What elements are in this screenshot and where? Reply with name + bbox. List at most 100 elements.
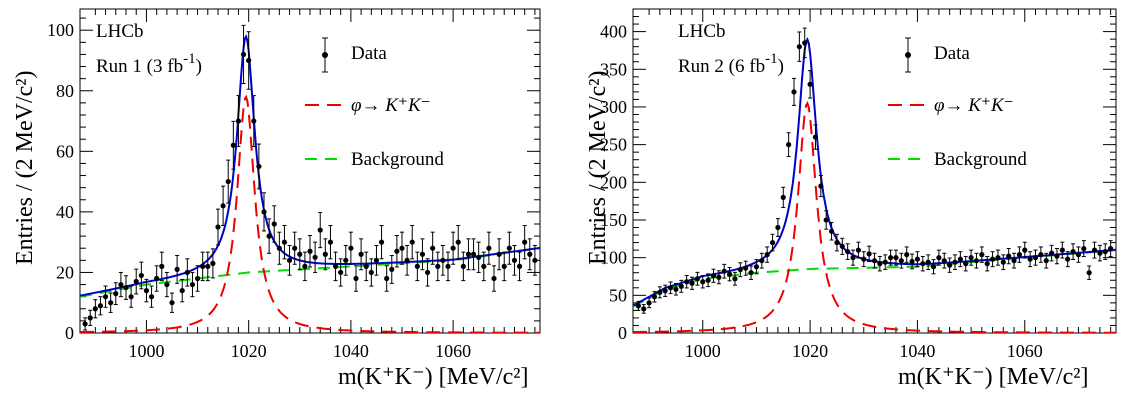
data-point [353, 275, 359, 282]
data-point [409, 239, 415, 245]
x-axis-label: m(K⁺K⁻) [MeV/c²] [338, 364, 529, 390]
data-point [759, 258, 765, 264]
data-point [225, 178, 231, 185]
experiment-label: LHCb [678, 21, 726, 42]
y-tick-label: 0 [618, 323, 627, 343]
data-point [968, 255, 974, 261]
chart-panel-run2: 1000 1020 1040 1060 0 50 100 150 200 250 300 350 400… [563, 0, 1123, 390]
x-tick-label: 1000 [685, 341, 721, 361]
data-point [1102, 249, 1108, 255]
experiment-label: LHCb [96, 21, 144, 42]
signal-curve [80, 94, 540, 333]
data-point [727, 271, 733, 277]
data-point [271, 221, 277, 227]
data-point [338, 269, 344, 276]
data-point [102, 294, 109, 300]
data-point [108, 300, 114, 306]
data-point [941, 258, 947, 264]
data-point [123, 284, 129, 291]
data-point [700, 279, 706, 285]
data-point [823, 217, 829, 223]
data-point [882, 259, 888, 265]
data-point [861, 256, 867, 262]
data-point [662, 288, 668, 294]
y-axis-label: Entries / (2 MeV/c²) [585, 70, 611, 265]
data-point [179, 288, 185, 294]
data-point [97, 303, 104, 309]
y-tick-label: 60 [56, 141, 74, 161]
data-point [936, 255, 942, 261]
legend-background-label: Background [934, 149, 1027, 170]
data-point [92, 306, 98, 312]
data-point [460, 263, 466, 269]
legend-signal-label: φ→ K⁺K⁻ [351, 95, 431, 116]
data-point [445, 263, 451, 269]
data-point [527, 251, 533, 257]
data-point [169, 300, 175, 306]
data-point [1022, 247, 1028, 253]
data-point [1097, 250, 1103, 256]
data-point [737, 267, 743, 273]
data-point [302, 263, 308, 269]
data-point [828, 228, 835, 234]
data-point [476, 254, 482, 260]
y-tick-label: 400 [600, 22, 627, 42]
data-point [753, 264, 760, 270]
data-point [358, 251, 364, 257]
data-point [694, 276, 700, 282]
data-point [322, 251, 328, 257]
data-point [246, 57, 252, 64]
x-axis-label: m(K⁺K⁻) [MeV/c²] [898, 364, 1089, 390]
data-point [732, 276, 738, 282]
data-point [1006, 253, 1012, 259]
legend-data-marker [905, 52, 911, 58]
data-point [399, 245, 405, 251]
data-point [143, 288, 150, 294]
data-point [1038, 252, 1044, 258]
data-point [963, 261, 969, 267]
data-point [667, 285, 674, 291]
data-point [1027, 256, 1033, 262]
data-point [877, 261, 883, 267]
data-point [522, 239, 528, 245]
data-point [839, 243, 845, 249]
data-point [511, 257, 518, 263]
data-point [1032, 255, 1039, 261]
data-point [87, 315, 93, 321]
data-point [1091, 247, 1098, 253]
data-point [705, 277, 711, 283]
data-point [189, 281, 196, 288]
data-point [684, 279, 690, 285]
legend-data-label: Data [351, 43, 387, 64]
data-point [404, 257, 410, 263]
data-point [470, 251, 477, 257]
data-point [914, 256, 921, 262]
data-point [1086, 270, 1092, 276]
chart-run1-svg: 1000 1020 1040 1060 0 20 40 60 80 100 [47, 8, 541, 361]
data-point [307, 248, 313, 254]
x-tick-label: 1060 [435, 341, 471, 361]
y-tick-label: 100 [600, 248, 627, 268]
data-point [430, 245, 436, 251]
data-point [286, 257, 293, 263]
data-point [419, 251, 426, 257]
data-point [348, 245, 354, 251]
data-point [957, 256, 963, 262]
data-point [343, 257, 349, 263]
data-point [979, 252, 985, 258]
data-point [506, 245, 512, 251]
data-point [1016, 252, 1022, 258]
data-point [200, 263, 206, 269]
data-point [373, 257, 380, 263]
data-point [205, 263, 211, 269]
y-tick-label: 80 [56, 81, 74, 101]
data-point [764, 252, 770, 258]
data-point [850, 255, 856, 261]
data-point [845, 249, 851, 255]
data-point [995, 255, 1001, 261]
data-point [210, 260, 216, 266]
data-point [812, 134, 819, 140]
run-label: Run 1 (3 fb-1) [96, 51, 202, 77]
data-point [1043, 258, 1049, 264]
data-point [802, 40, 808, 46]
